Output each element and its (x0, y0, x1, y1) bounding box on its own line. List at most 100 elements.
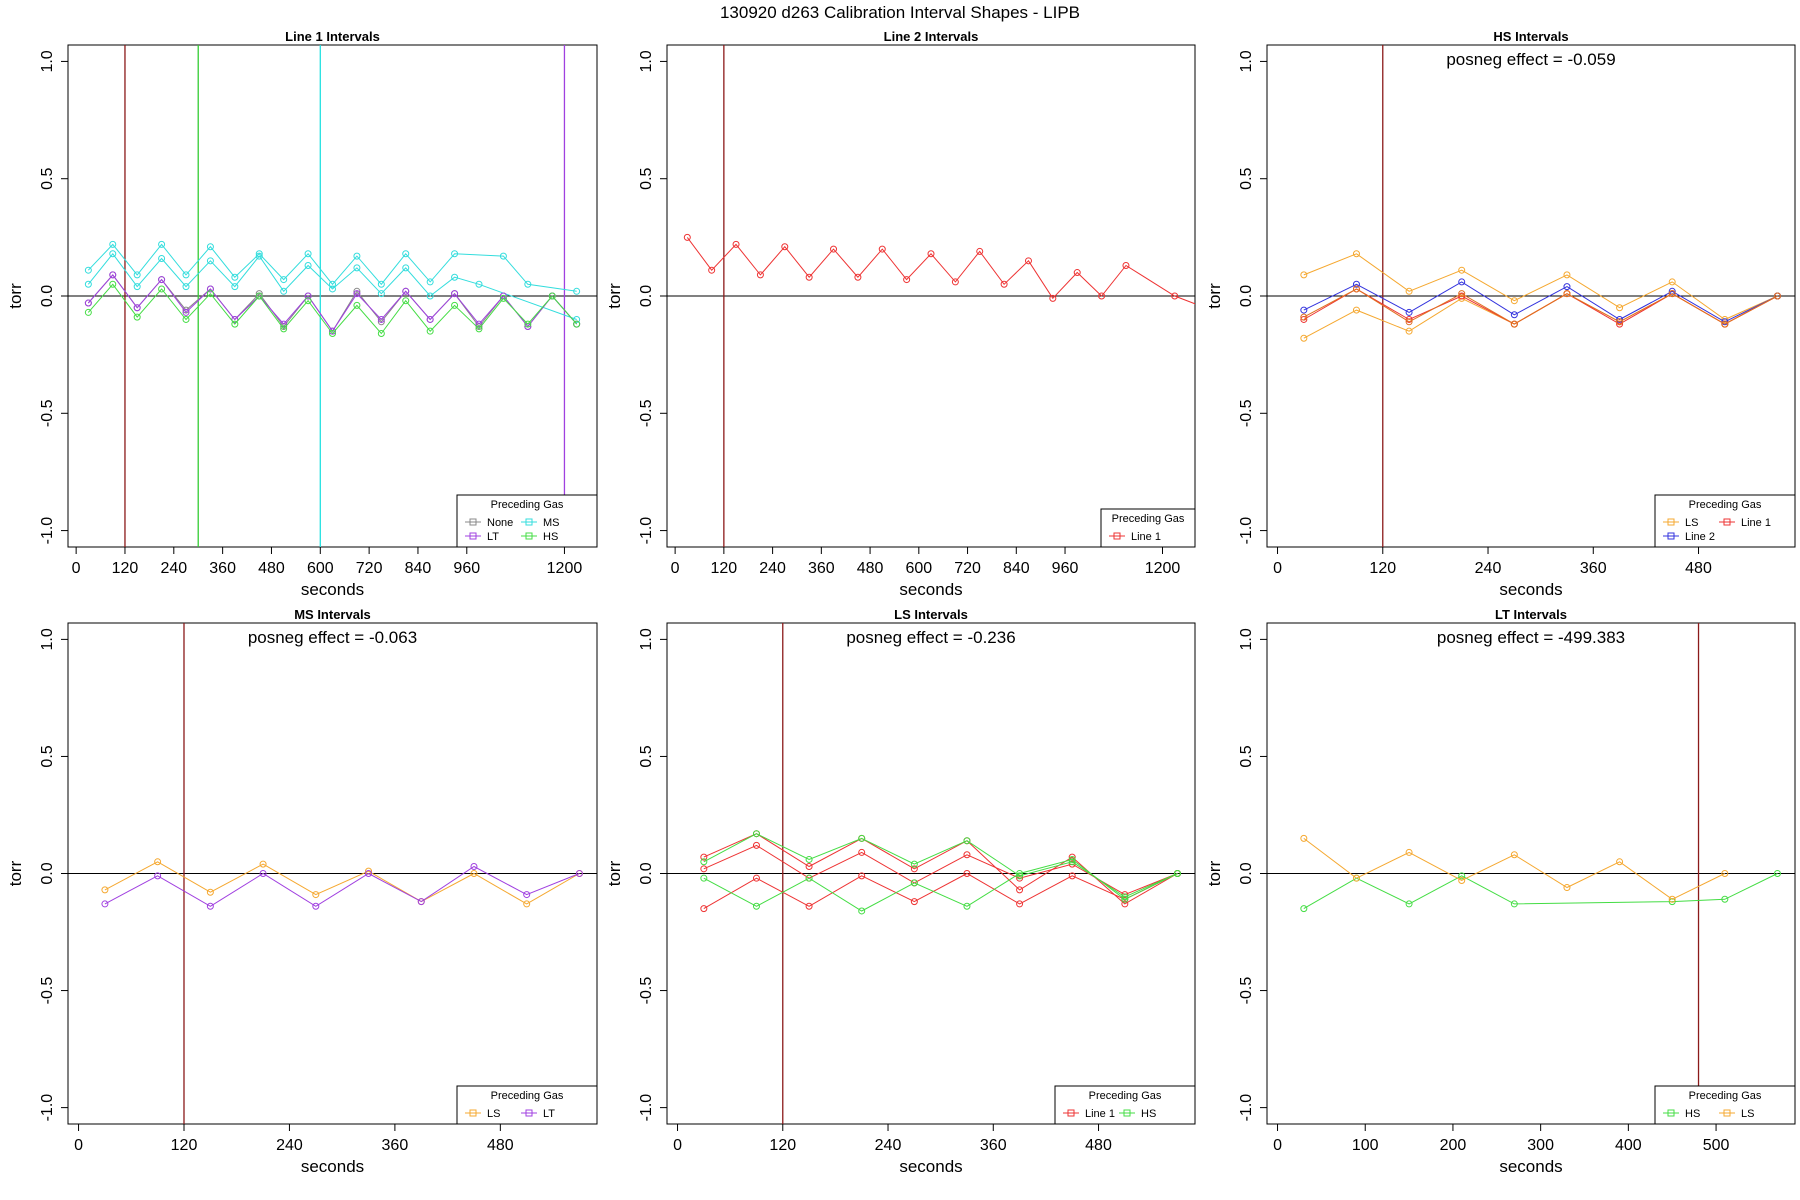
data-point (206, 290, 214, 298)
legend-title: Preceding Gas (491, 1090, 564, 1102)
data-point (101, 886, 109, 894)
legend-label: HS (1141, 1108, 1156, 1120)
data-point (255, 252, 263, 260)
data-point (1458, 877, 1466, 885)
legend-box (456, 494, 598, 548)
y-tick-label: 0.0 (1238, 285, 1255, 307)
data-point (1049, 294, 1057, 302)
y-tick-label: 0.5 (39, 745, 56, 767)
data-point (426, 315, 434, 323)
data-point (182, 315, 190, 323)
chart-panel: MS Intervals -1.0 -0.5 0.0 0.5 1.0 0 120 240 360 4… (6, 607, 598, 1176)
series-line (87, 243, 577, 292)
panel-title: MS Intervals (294, 607, 371, 622)
data-point (365, 870, 373, 877)
data-point (1458, 290, 1466, 298)
legend-swatch-marker (525, 518, 533, 526)
data-point (1024, 257, 1032, 265)
y-tick-label: -0.5 (638, 977, 655, 1005)
main-title: 130920 d263 Calibration Interval Shapes … (720, 3, 1080, 22)
data-point (402, 264, 410, 272)
data-point (524, 320, 532, 328)
data-point (1352, 250, 1360, 258)
data-point (700, 858, 708, 866)
data-point (158, 276, 166, 284)
chart-panel: LS Intervals -1.0 -0.5 0.0 0.5 1.0 0 120 240 360 4… (605, 607, 1196, 1176)
data-point (1171, 292, 1179, 300)
data-point (182, 271, 190, 279)
x-tick-label: 840 (1003, 560, 1030, 577)
x-tick-label: 120 (171, 1137, 198, 1154)
data-point (1563, 290, 1571, 298)
x-tick-label: 0 (1273, 1137, 1282, 1154)
y-tick-label: 0.5 (638, 745, 655, 767)
y-tick-label: 0.5 (638, 167, 655, 189)
y-tick-label: 0.0 (638, 285, 655, 307)
data-point (451, 250, 459, 258)
y-tick-label: 1.0 (39, 628, 56, 650)
data-point (854, 273, 862, 281)
x-tick-label: 240 (759, 560, 786, 577)
legend-swatch-marker (469, 532, 477, 540)
data-point (1563, 271, 1571, 279)
data-point (1352, 280, 1360, 288)
data-point (927, 250, 935, 258)
data-point (1458, 266, 1466, 274)
data-point (109, 271, 117, 279)
data-point (133, 313, 141, 321)
data-point (781, 243, 789, 251)
data-point (700, 874, 708, 882)
series-line (1303, 873, 1778, 910)
x-tick-label: 0 (673, 1137, 682, 1154)
data-point (951, 278, 959, 286)
y-axis-title: torr (1205, 860, 1224, 886)
x-tick-label: 1200 (547, 560, 583, 577)
data-point (830, 245, 838, 253)
y-tick-label: 1.0 (1238, 50, 1255, 72)
legend-swatch-marker (1667, 532, 1675, 540)
x-tick-label: 360 (808, 560, 835, 577)
data-point (1721, 870, 1729, 877)
legend-title: Preceding Gas (491, 499, 564, 511)
data-point (1352, 285, 1360, 293)
legend: Preceding Gas HS LS (1654, 1085, 1796, 1125)
plot-area (1267, 623, 1795, 1124)
plot-area (667, 45, 1195, 547)
series-line (1303, 838, 1726, 900)
data-point (1300, 905, 1308, 913)
data-point (259, 870, 267, 877)
data-point (1510, 851, 1518, 859)
data-point (708, 266, 716, 274)
data-point (206, 902, 214, 910)
legend-label: HS (1685, 1108, 1700, 1120)
y-tick-label: 0.5 (39, 167, 56, 189)
data-point (1721, 895, 1729, 903)
data-point (1721, 315, 1729, 323)
data-point (732, 240, 740, 248)
x-tick-label: 840 (405, 560, 432, 577)
legend-label: LS (1741, 1108, 1754, 1120)
y-tick-label: -1.0 (1238, 517, 1255, 545)
x-tick-label: 500 (1703, 1137, 1730, 1154)
legend-title: Preceding Gas (1112, 513, 1185, 525)
data-point (109, 250, 117, 258)
series-line (703, 858, 1178, 912)
data-point (1458, 278, 1466, 286)
data-point (402, 287, 410, 295)
x-tick-label: 480 (857, 560, 884, 577)
data-point (1405, 900, 1413, 908)
data-point (805, 862, 813, 870)
y-tick-label: 1.0 (638, 628, 655, 650)
data-point (1721, 320, 1729, 328)
x-tick-label: 360 (980, 1137, 1007, 1154)
data-point (1121, 900, 1129, 908)
series-line (104, 865, 580, 907)
legend-swatch-marker (1723, 1109, 1731, 1117)
x-tick-label: 600 (905, 560, 932, 577)
data-point (158, 240, 166, 248)
data-point (573, 287, 581, 295)
data-point (255, 292, 263, 300)
legend-label: Line 1 (1131, 531, 1161, 543)
legend-title: Preceding Gas (1089, 1090, 1162, 1102)
x-tick-label: 480 (258, 560, 285, 577)
